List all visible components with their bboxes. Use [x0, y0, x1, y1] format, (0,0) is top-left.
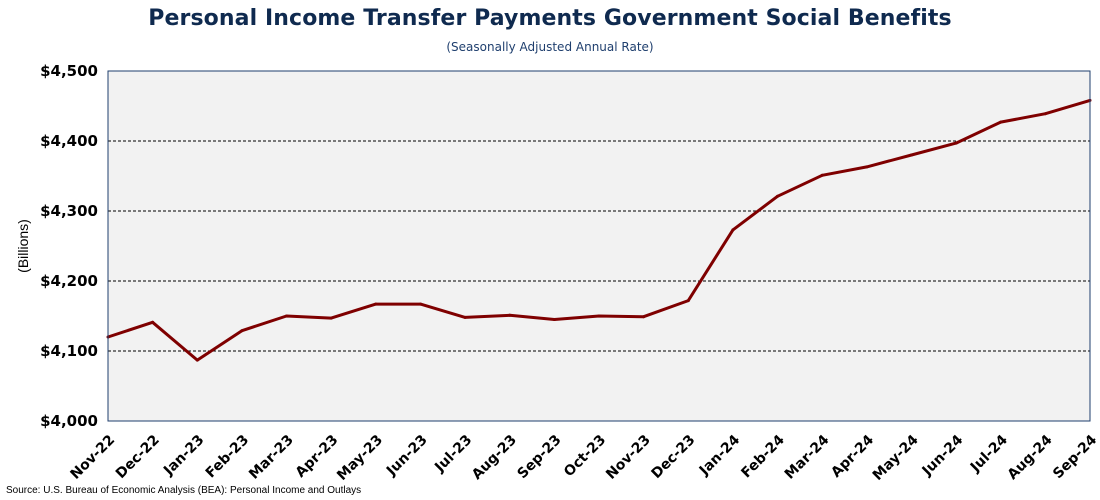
data-point: [731, 228, 735, 232]
x-tick-label: Aug-23: [469, 432, 520, 483]
data-point: [151, 320, 155, 324]
plot-border: [107, 70, 1091, 422]
x-tick-label: May-23: [334, 432, 386, 484]
y-tick-label: $4,300: [40, 202, 98, 220]
x-tick-label: Jun-24: [919, 432, 967, 480]
y-tick-label: $4,000: [40, 412, 98, 430]
data-point: [552, 318, 556, 321]
data-point: [909, 153, 913, 157]
x-tick-label: Sep-24: [1050, 432, 1100, 482]
x-tick-label: Feb-24: [738, 432, 788, 482]
data-point: [374, 302, 378, 306]
x-tick-label: Jan-23: [160, 432, 207, 479]
chart-title: Personal Income Transfer Payments Govern…: [148, 6, 952, 31]
x-tick-label: Feb-23: [203, 432, 252, 481]
data-point: [463, 315, 467, 319]
x-tick-label: Jun-23: [383, 432, 431, 480]
data-point: [865, 165, 869, 169]
data-point: [195, 358, 199, 362]
y-axis-label: (Billions): [15, 219, 31, 273]
data-point: [642, 315, 646, 319]
x-tick-label: Mar-23: [246, 432, 297, 483]
x-tick-label: Dec-23: [649, 432, 699, 482]
x-tick-label: Aug-24: [1005, 432, 1056, 483]
data-point: [285, 314, 289, 318]
y-tick-label: $4,500: [40, 62, 98, 80]
data-point: [1043, 112, 1047, 116]
y-axis-ticks: $4,000 $4,100 $4,200 $4,300 $4,400 $4,500: [40, 62, 98, 430]
y-tick-label: $4,100: [40, 342, 98, 360]
data-points: [106, 98, 1092, 362]
data-point: [776, 194, 780, 198]
x-tick-label: Nov-22: [68, 432, 119, 483]
data-point: [954, 141, 958, 145]
x-tick-label: Oct-23: [561, 432, 609, 480]
chart-subtitle: (Seasonally Adjusted Annual Rate): [446, 40, 654, 54]
gridlines: [108, 140, 1090, 352]
x-tick-label: Mar-24: [782, 432, 833, 483]
x-axis-ticks: Nov-22Dec-22Jan-23Feb-23Mar-23Apr-23May-…: [68, 432, 1100, 484]
data-point: [686, 299, 690, 303]
data-point: [508, 313, 512, 317]
x-tick-label: Jul-23: [431, 432, 475, 476]
data-point: [418, 302, 422, 306]
data-point: [999, 120, 1003, 124]
data-point: [329, 316, 333, 320]
x-tick-label: Sep-23: [514, 432, 564, 482]
plot-area: [108, 71, 1090, 421]
x-tick-label: Jul-24: [967, 432, 1011, 476]
y-tick-label: $4,200: [40, 272, 98, 290]
source-note: Source: U.S. Bureau of Economic Analysis…: [6, 485, 362, 496]
data-point: [597, 314, 601, 318]
y-tick-label: $4,400: [40, 132, 98, 150]
x-tick-label: Nov-23: [603, 432, 654, 483]
x-tick-label: May-24: [870, 432, 922, 484]
x-tick-label: Jan-24: [696, 432, 743, 479]
data-point: [240, 329, 244, 333]
data-point: [820, 173, 824, 177]
x-tick-label: Dec-22: [113, 432, 163, 482]
